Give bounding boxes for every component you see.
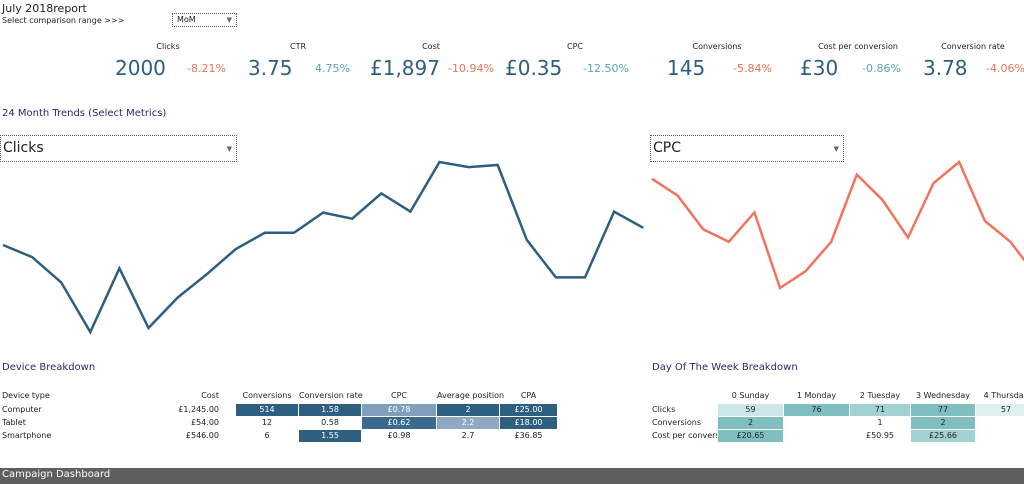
kpi-label: CPC bbox=[567, 42, 583, 51]
table-cell: £25.66 bbox=[911, 430, 975, 442]
range-label: Select comparison range >>> bbox=[2, 16, 125, 25]
table-cell: 1 bbox=[877, 418, 883, 427]
table-cell: 71 bbox=[850, 404, 910, 416]
table-cell: 0.58 bbox=[321, 418, 339, 427]
table-cell: Smartphone bbox=[2, 431, 52, 440]
row-label: Conversions bbox=[652, 418, 702, 427]
row-label: Cost per conversion bbox=[652, 431, 717, 440]
kpi-change: -4.06% bbox=[986, 62, 1024, 75]
table-cell: 2.2 bbox=[437, 417, 499, 429]
table-cell: 6 bbox=[264, 431, 270, 440]
table-header: CPA bbox=[520, 391, 537, 400]
device-title: Device Breakdown bbox=[2, 362, 96, 373]
table-header: 1 Monday bbox=[796, 391, 837, 400]
table-cell: 2 bbox=[911, 417, 975, 429]
table-header: Device type bbox=[2, 391, 50, 400]
table-cell: Computer bbox=[2, 405, 42, 414]
range-dropdown[interactable]: MoM ▼ bbox=[172, 13, 237, 27]
table-cell: 2 bbox=[437, 404, 499, 416]
table-cell: £0.78 bbox=[362, 404, 436, 416]
kpi-label: Cost per conversion bbox=[818, 42, 898, 51]
table-cell: £546.00 bbox=[185, 431, 219, 440]
table-header: 3 Wednesday bbox=[916, 391, 970, 400]
table-cell: 12 bbox=[261, 418, 273, 427]
table-cell: £50.95 bbox=[866, 431, 894, 440]
table-cell: 2 bbox=[718, 417, 783, 429]
kpi-change: -8.21% bbox=[187, 62, 226, 75]
kpi-value: £0.35 bbox=[505, 56, 563, 80]
kpi-value: 2000 bbox=[115, 56, 166, 80]
kpi-change: -10.94% bbox=[448, 62, 494, 75]
table-cell: Tablet bbox=[2, 418, 26, 427]
caret: ▼ bbox=[833, 145, 839, 153]
kpi-value: 145 bbox=[667, 56, 706, 80]
kpi-label: CTR bbox=[289, 42, 307, 51]
table-cell: £0.62 bbox=[362, 417, 436, 429]
table-cell: 77 bbox=[911, 404, 975, 416]
metric-value: Clicks bbox=[3, 140, 44, 156]
kpi-change: -5.84% bbox=[733, 62, 772, 75]
table-cell: £0.98 bbox=[387, 431, 411, 440]
kpi-value: £1,897 bbox=[370, 56, 440, 80]
table-header: Average position bbox=[437, 391, 505, 400]
table-header: Cost bbox=[201, 391, 219, 400]
table-header: 0 Sunday bbox=[731, 391, 770, 400]
table-cell: £36.85 bbox=[514, 431, 543, 440]
metric-dropdown[interactable]: CPC ▼ bbox=[650, 135, 844, 162]
trend-line bbox=[651, 159, 1024, 290]
table-cell: £1,245.00 bbox=[178, 405, 219, 414]
kpi-change: -12.50% bbox=[583, 62, 629, 75]
table-cell: 76 bbox=[784, 404, 849, 416]
table-header: Conversions bbox=[242, 391, 292, 400]
kpi-change: 4.75% bbox=[315, 62, 350, 75]
table-header: 2 Tuesday bbox=[859, 391, 901, 400]
table-cell: 1.58 bbox=[299, 404, 361, 416]
range-value: MoM bbox=[177, 15, 196, 24]
table-cell: 59 bbox=[718, 404, 783, 416]
report-title: July 2018report bbox=[2, 2, 87, 15]
footer-title: Campaign Dashboard bbox=[2, 469, 111, 480]
kpi-value: £30 bbox=[800, 56, 839, 80]
table-header: Conversion rate bbox=[299, 391, 363, 400]
table-header: CPC bbox=[391, 391, 407, 400]
kpi-label: Clicks bbox=[156, 42, 180, 51]
table-cell: £18.00 bbox=[500, 417, 557, 429]
table-cell: 1.55 bbox=[299, 430, 361, 442]
trend-charts bbox=[2, 159, 1024, 335]
table-cell: 57 bbox=[976, 404, 1024, 416]
table-cell: £54.00 bbox=[191, 418, 219, 427]
kpi-value: 3.78 bbox=[923, 56, 968, 80]
table-cell: 514 bbox=[236, 404, 298, 416]
kpi-label: Cost bbox=[422, 42, 440, 51]
trend-line bbox=[2, 160, 644, 335]
caret: ▼ bbox=[226, 145, 232, 153]
row-label: Clicks bbox=[652, 405, 676, 414]
kpi-label: Conversions bbox=[692, 42, 742, 51]
weekday-title: Day Of The Week Breakdown bbox=[652, 362, 798, 373]
trends-title: 24 Month Trends (Select Metrics) bbox=[2, 108, 167, 119]
table-cell: £20.65 bbox=[718, 430, 783, 442]
metric-dropdown[interactable]: Clicks ▼ bbox=[0, 135, 237, 162]
caret: ▼ bbox=[226, 16, 232, 24]
footer-bar: Campaign Dashboard bbox=[0, 468, 1024, 484]
table-cell: £25.00 bbox=[500, 404, 557, 416]
kpi-change: -0.86% bbox=[862, 62, 901, 75]
kpi-value: 3.75 bbox=[248, 56, 293, 80]
table-cell: 2.7 bbox=[461, 431, 475, 440]
table-header: 4 Thursday bbox=[983, 391, 1024, 400]
metric-value: CPC bbox=[653, 140, 681, 156]
kpi-label: Conversion rate bbox=[941, 42, 1005, 51]
